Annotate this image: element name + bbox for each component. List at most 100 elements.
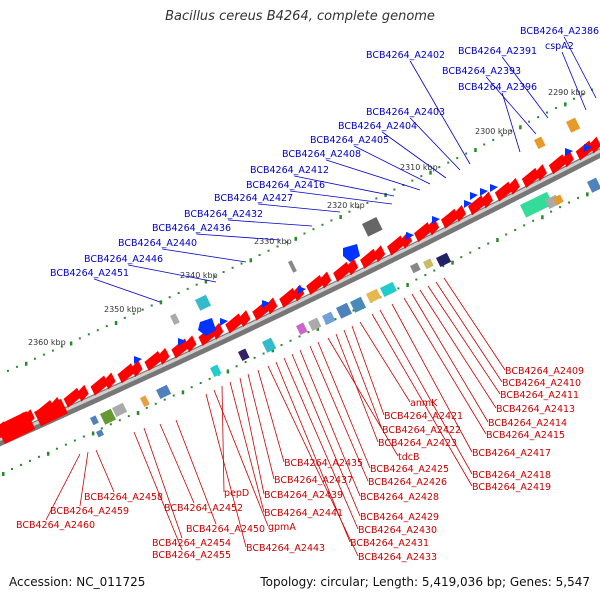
gene-feature-block: [210, 364, 222, 377]
reverse-gene-arrow: [467, 195, 486, 216]
reverse-gene-label: BCB4264_A2431: [350, 538, 429, 549]
reverse-gene-label: BCB4264_A2422: [382, 425, 461, 436]
scale-label: 2310 kbp: [400, 163, 438, 172]
outer-ruler-dot: [141, 308, 144, 311]
reverse-gene-label: BCB4264_A2415: [486, 430, 565, 441]
forward-gene-label: BCB4264_A2416: [246, 180, 325, 191]
forward-gene-leader: [354, 145, 431, 185]
reverse-gene-leader: [317, 341, 371, 469]
forward-gene-leader: [162, 248, 247, 263]
reverse-gene-arrow: [63, 387, 82, 408]
forward-gene-label: BCB4264_A2396: [458, 82, 537, 93]
reverse-gene-label: BCB4264_A2460: [16, 520, 95, 531]
inner-ruler-dot: [127, 415, 130, 418]
forward-gene-leader: [409, 60, 471, 165]
outer-ruler-dot: [375, 197, 378, 200]
inner-ruler-dot: [145, 406, 148, 409]
outer-ruler-dot: [492, 138, 495, 141]
forward-gene-block: [198, 318, 216, 336]
reverse-gene-label: BCB4264_A2409: [505, 366, 584, 377]
reverse-gene-leader: [299, 349, 361, 497]
reverse-gene-label: gpmA: [268, 522, 296, 533]
gene-feature-block: [435, 252, 452, 267]
scale-label: 2290 kbp: [548, 88, 586, 97]
inner-ruler-dot: [523, 224, 526, 227]
inner-ruler-dot: [226, 369, 230, 374]
forward-gene-arrow: [565, 148, 573, 156]
inner-ruler-dot: [433, 269, 436, 272]
inner-ruler-dot: [298, 335, 301, 338]
forward-gene-arrow: [584, 144, 592, 152]
outer-ruler-dot: [555, 106, 558, 109]
gene-feature-block: [587, 177, 600, 193]
reverse-gene-label: BCB4264_A2435: [284, 458, 363, 469]
reverse-gene-arrow: [548, 154, 567, 175]
reverse-gene-leader: [359, 321, 411, 403]
inner-ruler-dot: [154, 402, 157, 405]
gene-feature-block: [96, 429, 105, 438]
forward-gene-label: BCB4264_A2408: [282, 149, 361, 160]
inner-ruler-dot: [532, 219, 535, 222]
inner-ruler-dot: [235, 365, 238, 368]
inner-ruler-dot: [541, 215, 544, 220]
reverse-gene-arrow: [90, 375, 109, 396]
inner-ruler-dot: [37, 455, 40, 458]
forward-gene-label: BCB4264_A2451: [50, 268, 129, 279]
reverse-gene-arrow: [130, 360, 143, 378]
reverse-gene-arrow: [360, 248, 379, 269]
reverse-gene-label: BCB4264_A2459: [50, 506, 129, 517]
reverse-gene-arrow: [521, 167, 540, 188]
outer-ruler-dot: [366, 201, 369, 204]
inner-ruler-dot: [82, 435, 85, 438]
outer-ruler-dot: [483, 143, 486, 146]
forward-gene-arrow: [464, 200, 472, 208]
reverse-gene-label: tdcB: [398, 452, 420, 463]
reverse-gene-leader: [213, 389, 269, 527]
inner-ruler-dot: [514, 228, 517, 231]
reverse-gene-label: BCB4264_A2426: [368, 477, 447, 488]
reverse-gene-leader: [267, 365, 359, 557]
inner-ruler-dot: [577, 196, 580, 199]
forward-gene-leader: [258, 203, 341, 213]
map-title: Bacillus cereus B4264, complete genome: [165, 9, 435, 24]
inner-ruler-dot: [64, 443, 67, 446]
reverse-gene-label: BCB4264_A2450: [186, 524, 265, 535]
reverse-gene-leader: [45, 453, 81, 521]
outer-ruler-dot: [195, 283, 198, 286]
reverse-gene-label: BCB4264_A2458: [84, 492, 163, 503]
inner-ruler-dot: [100, 427, 103, 430]
reverse-gene-label: BCB4264_A2428: [360, 492, 439, 503]
scale-label: 2330 kbp: [254, 237, 292, 246]
reverse-gene-leader: [443, 277, 506, 371]
inner-ruler-dot: [334, 318, 337, 321]
outer-ruler-dot: [474, 148, 477, 153]
reverse-gene-label: BCB4264_A2418: [472, 470, 551, 481]
forward-gene-leader: [94, 278, 161, 303]
gene-feature-block: [100, 408, 117, 425]
scale-label: 2340 kbp: [180, 271, 218, 280]
outer-ruler-dot: [564, 102, 567, 107]
forward-gene-arrow: [262, 300, 270, 308]
forward-feature-block: [534, 136, 546, 149]
forward-gene-label: BCB4264_A2427: [214, 193, 293, 204]
reverse-gene-leader: [371, 313, 473, 487]
forward-gene-leader: [561, 51, 587, 111]
outer-ruler-dot: [438, 166, 441, 169]
reverse-gene-label: BCB4264_A2413: [496, 404, 575, 415]
gene-feature-block: [307, 317, 322, 331]
outer-ruler-dot: [330, 219, 333, 222]
reverse-gene-arrow: [225, 313, 244, 334]
inner-ruler-dot: [2, 472, 5, 476]
inner-ruler-dot: [10, 467, 13, 470]
inner-ruler-dot: [559, 206, 562, 209]
gene-feature-block: [350, 296, 367, 313]
outer-ruler-dot: [240, 262, 243, 265]
outer-ruler-dot: [312, 228, 315, 231]
reverse-gene-arrow: [319, 271, 332, 289]
reverse-gene-leader: [351, 325, 385, 416]
reverse-gene-arrow: [481, 191, 494, 209]
inner-ruler-dot: [460, 256, 463, 259]
reverse-gene-label: BCB4264_A2423: [378, 438, 457, 449]
inner-ruler-dot: [280, 344, 283, 347]
